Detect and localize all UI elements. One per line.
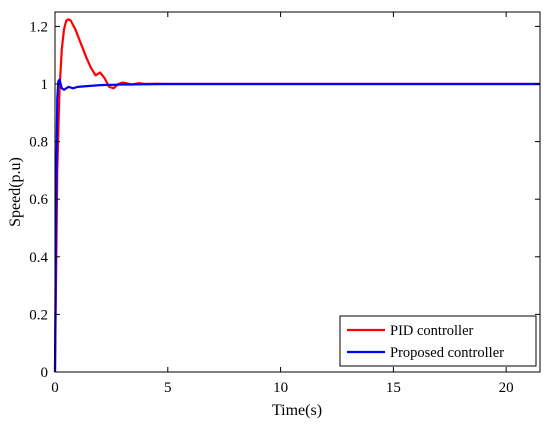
x-tick-label: 20 bbox=[499, 380, 514, 396]
y-tick-label: 0 bbox=[41, 365, 49, 381]
x-tick-label: 10 bbox=[273, 380, 288, 396]
legend-label-pid-controller: PID controller bbox=[390, 323, 474, 339]
x-tick-label: 0 bbox=[51, 380, 59, 396]
y-tick-label: 0.8 bbox=[29, 135, 48, 151]
y-tick-label: 0.6 bbox=[29, 192, 48, 208]
y-tick-label: 1 bbox=[41, 77, 49, 93]
y-tick-label: 1.2 bbox=[29, 19, 48, 35]
y-tick-label: 0.2 bbox=[29, 307, 48, 323]
x-tick-label: 15 bbox=[386, 380, 401, 396]
x-axis-label: Time(s) bbox=[272, 402, 322, 419]
plot-frame bbox=[54, 11, 541, 373]
legend: PID controller Proposed controller bbox=[339, 315, 537, 367]
legend-box bbox=[339, 315, 537, 367]
y-axis-label: Speed(p.u) bbox=[7, 157, 24, 227]
y-tick-label: 0.4 bbox=[29, 250, 48, 266]
legend-label-proposed-controller: Proposed controller bbox=[390, 345, 504, 361]
x-tick-label: 5 bbox=[164, 380, 172, 396]
